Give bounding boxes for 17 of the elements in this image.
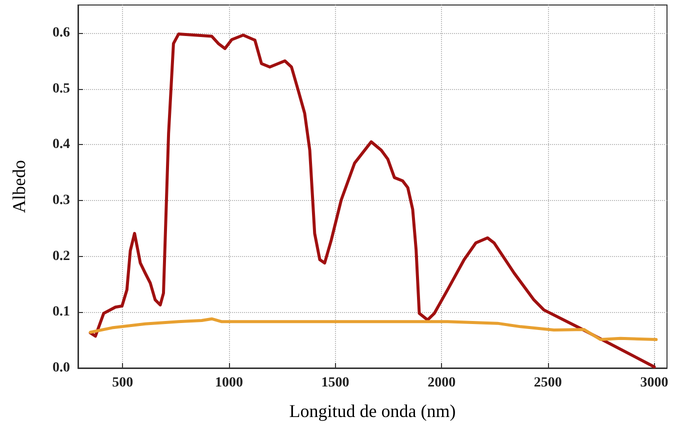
x-tick-label: 1000 bbox=[214, 376, 243, 390]
x-tick-label: 500 bbox=[112, 376, 134, 390]
x-axis-title: Longitud de onda (nm) bbox=[289, 401, 456, 421]
line-series bbox=[88, 317, 658, 342]
x-tick-label: 1500 bbox=[321, 376, 350, 390]
y-tick-label: 0.0 bbox=[52, 360, 70, 376]
y-tick-label: 0.4 bbox=[52, 137, 70, 152]
y-tick-label: 0.3 bbox=[52, 192, 70, 208]
y-axis-title: Albedo bbox=[9, 160, 29, 213]
x-tick-label: 2500 bbox=[534, 376, 562, 390]
y-tick-label: 0.5 bbox=[52, 81, 70, 96]
y-tick-label: 0.2 bbox=[52, 248, 70, 264]
y-tick-label: 0.6 bbox=[52, 25, 70, 40]
line-series bbox=[88, 32, 656, 368]
x-tick-label: 2000 bbox=[428, 376, 456, 390]
y-tick-label: 0.1 bbox=[52, 304, 70, 320]
x-tick-label: 3000 bbox=[640, 376, 668, 390]
